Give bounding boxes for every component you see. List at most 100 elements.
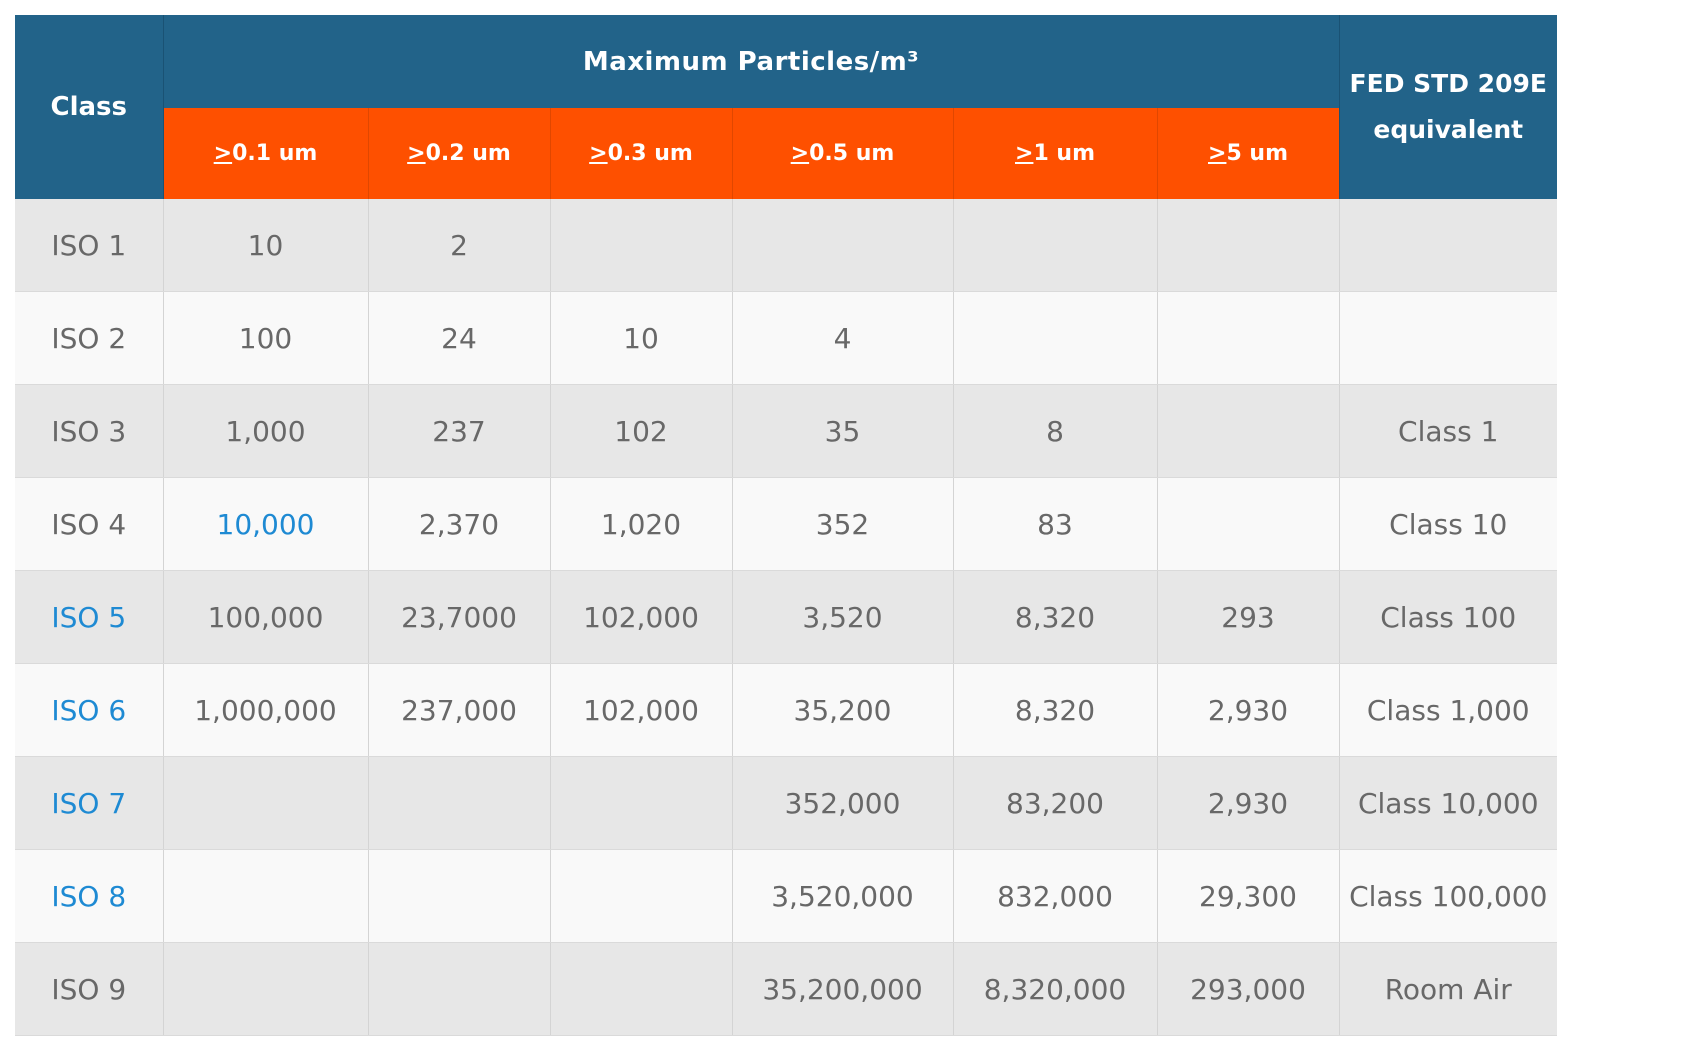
table-row: ISO 8 3,520,000 832,000 29,300 Class 100,000 — [15, 849, 1557, 943]
cell-0-5-um: 3,520,000 — [731, 849, 953, 943]
cell-0-2-um: 24 — [367, 291, 550, 385]
table-row: ISO 9 35,200,000 8,320,000 293,000 Room Air — [15, 942, 1557, 1036]
fed-std-label: FED STD 209E — [1349, 69, 1547, 98]
cell-0-5-um — [731, 199, 953, 292]
cell-0-5-um: 35,200,000 — [731, 942, 953, 1036]
column-header-size: >0.5 um — [731, 108, 953, 199]
table-row: ISO 3 1,000 237 102 35 8 Class 1 — [15, 384, 1557, 478]
cell-0-5-um: 35,200 — [731, 663, 953, 757]
cell-class: ISO 2 — [15, 291, 163, 385]
table-row: ISO 2 100 24 10 4 — [15, 291, 1557, 385]
cell-0-5-um: 4 — [731, 291, 953, 385]
cell-0-5-um: 352 — [731, 477, 953, 571]
cell-0-1-um — [162, 756, 368, 850]
cell-fed-std: Class 1,000 — [1338, 663, 1557, 757]
cell-1-um: 832,000 — [952, 849, 1157, 943]
table-row: ISO 4 10,000 2,370 1,020 352 83 Class 10 — [15, 477, 1557, 571]
cell-5-um: 293,000 — [1156, 942, 1339, 1036]
cell-5-um: 293 — [1156, 570, 1339, 664]
greater-equal-symbol: > — [407, 141, 426, 166]
particle-size-label: 1 um — [1033, 141, 1095, 166]
column-header-size: >0.3 um — [549, 108, 732, 199]
cell-0-1-um: 100,000 — [162, 570, 368, 664]
cell-0-2-um — [367, 756, 550, 850]
particle-size-label: 5 um — [1226, 141, 1288, 166]
cell-1-um — [952, 291, 1157, 385]
cell-0-3-um: 102 — [549, 384, 732, 478]
iso-cleanroom-table-container: Class Maximum Particles/m³ FED STD 209E … — [15, 15, 1557, 1036]
cell-0-1-um — [162, 942, 368, 1036]
greater-equal-symbol: > — [1015, 141, 1034, 166]
cell-5-um: 29,300 — [1156, 849, 1339, 943]
particle-size-label: 0.5 um — [809, 141, 895, 166]
cell-fed-std: Class 1 — [1338, 384, 1557, 478]
iso-class-link[interactable]: ISO 5 — [15, 570, 163, 664]
cell-0-2-um: 237 — [367, 384, 550, 478]
cell-0-2-um: 23,7000 — [367, 570, 550, 664]
table-row: ISO 5 100,000 23,7000 102,000 3,520 8,320 293 C… — [15, 570, 1557, 664]
table-row: ISO 6 1,000,000 237,000 102,000 35,200 8,320 2… — [15, 663, 1557, 757]
greater-equal-symbol: > — [589, 141, 608, 166]
cell-5-um: 2,930 — [1156, 756, 1339, 850]
iso-class-link[interactable]: ISO 6 — [15, 663, 163, 757]
iso-class-link[interactable]: ISO 7 — [15, 756, 163, 850]
table-row: ISO 7 352,000 83,200 2,930 Class 10,000 — [15, 756, 1557, 850]
column-header-class: Class — [15, 15, 164, 199]
cell-fed-std: Class 100,000 — [1338, 849, 1557, 943]
table-body: ISO 1 10 2 ISO 2 100 24 10 4 ISO 3 1,000 237 102 35 8… — [15, 199, 1557, 1036]
cell-0-5-um: 3,520 — [731, 570, 953, 664]
column-header-size: >0.2 um — [367, 108, 550, 199]
cell-fed-std — [1338, 291, 1557, 385]
cell-0-2-um: 2 — [367, 199, 550, 292]
particle-size-label: 0.3 um — [607, 141, 693, 166]
cell-1-um: 8,320 — [952, 570, 1157, 664]
cell-5-um — [1156, 384, 1339, 478]
cell-class: ISO 9 — [15, 942, 163, 1036]
cell-0-2-um — [367, 849, 550, 943]
cell-1-um: 83 — [952, 477, 1157, 571]
cell-1-um — [952, 199, 1157, 292]
cell-class: ISO 1 — [15, 199, 163, 292]
value-link[interactable]: 10,000 — [162, 477, 368, 571]
cell-0-5-um: 35 — [731, 384, 953, 478]
cell-fed-std: Class 10,000 — [1338, 756, 1557, 850]
cell-0-2-um: 2,370 — [367, 477, 550, 571]
iso-class-link[interactable]: ISO 8 — [15, 849, 163, 943]
table-header: Class Maximum Particles/m³ FED STD 209E … — [15, 15, 1557, 199]
cell-0-3-um — [549, 756, 732, 850]
cell-1-um: 8 — [952, 384, 1157, 478]
table-row: ISO 1 10 2 — [15, 199, 1557, 292]
cell-class: ISO 3 — [15, 384, 163, 478]
cell-5-um — [1156, 291, 1339, 385]
particle-size-label: 0.2 um — [425, 141, 511, 166]
cell-fed-std: Class 100 — [1338, 570, 1557, 664]
particle-size-header-row: >0.1 um >0.2 um >0.3 um >0.5 um >1 um >5 um — [15, 108, 1557, 199]
iso-cleanroom-table: Class Maximum Particles/m³ FED STD 209E … — [15, 15, 1557, 1036]
cell-5-um: 2,930 — [1156, 663, 1339, 757]
cell-0-3-um: 10 — [549, 291, 732, 385]
cell-0-2-um: 237,000 — [367, 663, 550, 757]
cell-5-um — [1156, 199, 1339, 292]
cell-0-3-um: 1,020 — [549, 477, 732, 571]
column-header-size: >1 um — [952, 108, 1157, 199]
particle-size-label: 0.1 um — [232, 141, 318, 166]
cell-fed-std: Class 10 — [1338, 477, 1557, 571]
cell-0-1-um: 10 — [162, 199, 368, 292]
cell-class: ISO 4 — [15, 477, 163, 571]
cell-0-3-um — [549, 849, 732, 943]
cell-0-1-um: 1,000 — [162, 384, 368, 478]
cell-1-um: 8,320,000 — [952, 942, 1157, 1036]
cell-1-um: 83,200 — [952, 756, 1157, 850]
greater-equal-symbol: > — [1208, 141, 1227, 166]
greater-equal-symbol: > — [790, 141, 810, 166]
column-header-fed-std: FED STD 209E equivalent — [1338, 15, 1557, 199]
cell-fed-std — [1338, 199, 1557, 292]
cell-0-3-um — [549, 942, 732, 1036]
cell-0-3-um: 102,000 — [549, 663, 732, 757]
cell-0-1-um — [162, 849, 368, 943]
fed-std-sublabel: equivalent — [1373, 115, 1524, 144]
column-header-size: >0.1 um — [163, 108, 368, 199]
cell-0-1-um: 100 — [162, 291, 368, 385]
cell-0-1-um: 1,000,000 — [162, 663, 368, 757]
cell-0-3-um: 102,000 — [549, 570, 732, 664]
